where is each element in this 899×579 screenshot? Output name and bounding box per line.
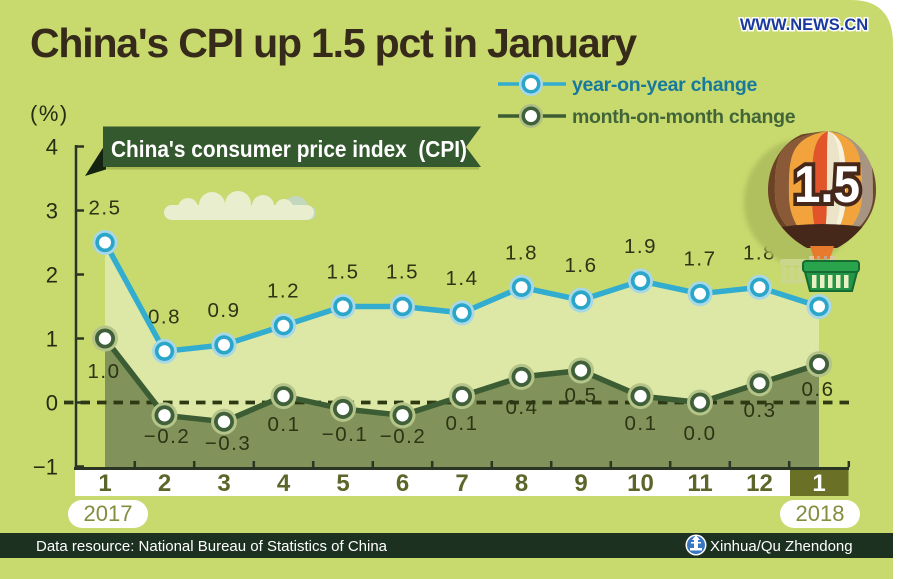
svg-text:0.1: 0.1	[446, 412, 479, 435]
svg-text:China's consumer price index: China's consumer price index (CPI)	[111, 136, 467, 162]
svg-text:1.5: 1.5	[327, 261, 360, 284]
svg-text:month-on-month change: month-on-month change	[572, 106, 796, 128]
svg-text:9: 9	[574, 470, 587, 497]
svg-text:5: 5	[336, 470, 349, 497]
svg-text:0.1: 0.1	[625, 412, 658, 435]
svg-text:7: 7	[455, 470, 468, 497]
svg-text:2018: 2018	[796, 501, 845, 526]
svg-text:8: 8	[515, 470, 528, 497]
svg-text:6: 6	[396, 470, 409, 497]
svg-text:0.6: 0.6	[802, 378, 835, 401]
svg-text:12: 12	[746, 470, 773, 497]
svg-text:0.1: 0.1	[268, 413, 301, 436]
svg-text:year-on-year change: year-on-year change	[572, 74, 757, 96]
svg-text:1.9: 1.9	[624, 235, 657, 258]
svg-text:0: 0	[46, 391, 58, 416]
svg-text:1.2: 1.2	[267, 280, 300, 303]
svg-text:Data resource: National Bureau: Data resource: National Bureau of Statis…	[36, 538, 388, 555]
svg-text:0.5: 0.5	[565, 384, 598, 407]
svg-text:2: 2	[158, 470, 171, 497]
svg-text:0.9: 0.9	[208, 299, 241, 322]
svg-text:2017: 2017	[84, 501, 133, 526]
svg-text:1.4: 1.4	[446, 267, 479, 290]
svg-text:2.5: 2.5	[89, 197, 122, 220]
svg-text:1: 1	[812, 470, 825, 497]
svg-text:1.5: 1.5	[794, 156, 860, 214]
svg-text:−0.1: −0.1	[322, 423, 368, 446]
svg-text:4: 4	[46, 135, 58, 160]
svg-text:China's CPI up 1.5 pct in Janu: China's CPI up 1.5 pct in January	[30, 20, 637, 66]
svg-text:4: 4	[277, 470, 291, 497]
svg-text:1.7: 1.7	[684, 248, 717, 271]
svg-text:0.3: 0.3	[744, 399, 777, 422]
svg-text:1.5: 1.5	[386, 261, 419, 284]
svg-text:0.8: 0.8	[148, 305, 181, 328]
svg-text:1.8: 1.8	[505, 241, 538, 264]
svg-text:0.0: 0.0	[684, 422, 717, 445]
svg-text:−0.3: −0.3	[205, 432, 251, 455]
svg-text:1.6: 1.6	[565, 254, 598, 277]
svg-text:−0.2: −0.2	[144, 425, 190, 448]
svg-text:−1: −1	[33, 455, 58, 480]
svg-text:1.0: 1.0	[88, 360, 121, 383]
svg-text:WWW.NEWS.CN: WWW.NEWS.CN	[740, 16, 868, 34]
svg-text:(%): (%)	[30, 101, 69, 126]
svg-text:1: 1	[98, 470, 111, 497]
svg-text:11: 11	[687, 470, 712, 497]
svg-text:2: 2	[46, 263, 58, 288]
svg-text:1: 1	[46, 327, 58, 352]
svg-text:10: 10	[627, 470, 654, 497]
svg-text:3: 3	[46, 199, 58, 224]
svg-text:3: 3	[217, 470, 230, 497]
svg-text:−0.2: −0.2	[380, 425, 426, 448]
svg-text:Xinhua/Qu Zhendong: Xinhua/Qu Zhendong	[710, 538, 853, 555]
svg-text:0.4: 0.4	[506, 396, 539, 419]
